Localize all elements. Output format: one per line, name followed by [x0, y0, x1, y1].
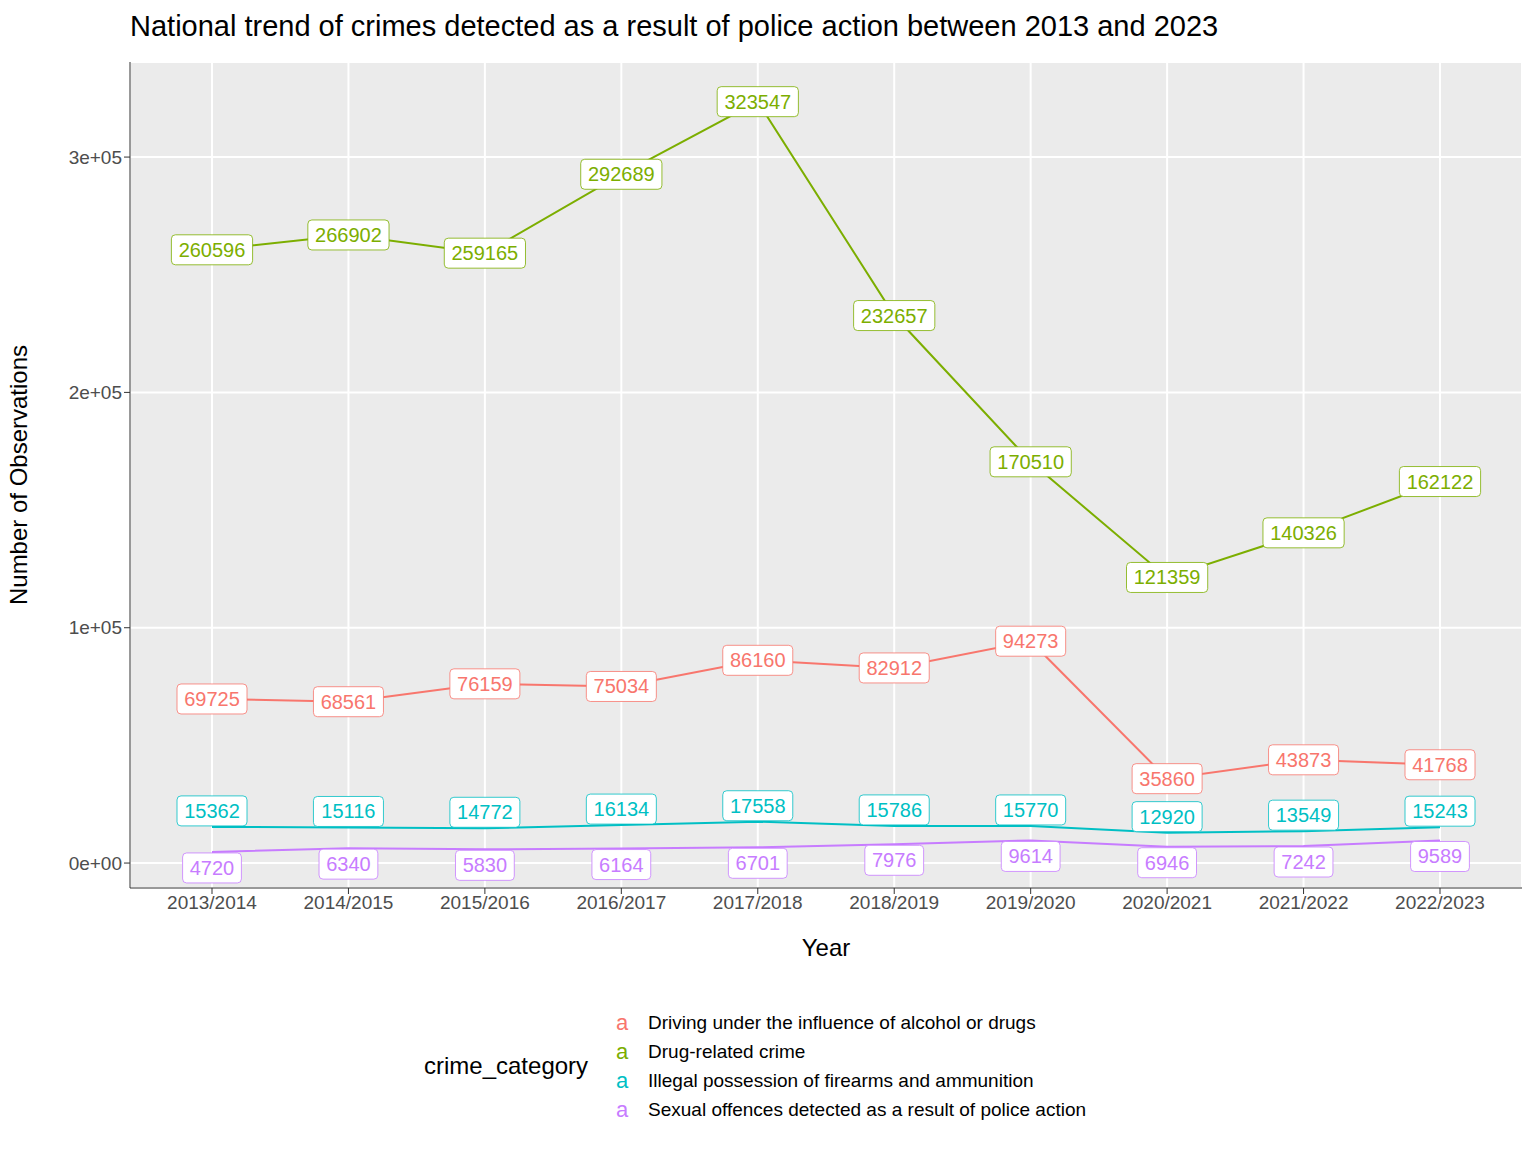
svg-text:a: a — [616, 1010, 629, 1035]
svg-text:7242: 7242 — [1281, 851, 1326, 873]
svg-text:2020/2021: 2020/2021 — [1122, 892, 1212, 913]
svg-text:14772: 14772 — [457, 801, 513, 823]
svg-text:259165: 259165 — [452, 242, 519, 264]
svg-text:68561: 68561 — [321, 691, 377, 713]
html-text:Sexual offences detected as a: Sexual offences detected as a result of … — [648, 1098, 1086, 1120]
svg-text:2017/2018: 2017/2018 — [713, 892, 803, 913]
svg-text:2013/2014: 2013/2014 — [167, 892, 257, 913]
svg-text:2018/2019: 2018/2019 — [849, 892, 939, 913]
svg-text:35860: 35860 — [1139, 768, 1195, 790]
svg-text:a: a — [616, 1068, 629, 1093]
svg-text:4720: 4720 — [190, 857, 235, 879]
svg-text:121359: 121359 — [1134, 566, 1201, 588]
html-text:crime_category: crime_category — [424, 1052, 589, 1079]
svg-text:9589: 9589 — [1418, 845, 1463, 867]
svg-text:170510: 170510 — [997, 451, 1064, 473]
svg-text:16134: 16134 — [594, 798, 650, 820]
svg-text:13549: 13549 — [1276, 804, 1332, 826]
svg-text:15770: 15770 — [1003, 799, 1059, 821]
svg-text:323547: 323547 — [724, 91, 791, 113]
svg-text:75034: 75034 — [594, 675, 650, 697]
html-text:National trend of crimes detec: National trend of crimes detected as a r… — [130, 10, 1219, 42]
svg-text:17558: 17558 — [730, 795, 786, 817]
svg-text:260596: 260596 — [179, 239, 246, 261]
svg-text:2022/2023: 2022/2023 — [1395, 892, 1485, 913]
svg-text:43873: 43873 — [1276, 749, 1332, 771]
svg-text:a: a — [616, 1039, 629, 1064]
svg-text:94273: 94273 — [1003, 630, 1059, 652]
svg-text:1e+05: 1e+05 — [69, 617, 122, 638]
svg-text:69725: 69725 — [184, 688, 240, 710]
svg-text:2021/2022: 2021/2022 — [1259, 892, 1349, 913]
svg-text:140326: 140326 — [1270, 522, 1337, 544]
svg-text:9614: 9614 — [1008, 845, 1053, 867]
svg-text:86160: 86160 — [730, 649, 786, 671]
svg-text:2015/2016: 2015/2016 — [440, 892, 530, 913]
svg-text:5830: 5830 — [463, 854, 508, 876]
svg-text:12920: 12920 — [1139, 806, 1195, 828]
svg-text:Number of Observations: Number of Observations — [8, 345, 32, 605]
svg-text:0e+00: 0e+00 — [69, 853, 122, 874]
svg-text:7976: 7976 — [872, 849, 917, 871]
html-text:Driving under the influence of: Driving under the influence of alcohol o… — [648, 1011, 1036, 1033]
svg-text:Year: Year — [802, 934, 851, 961]
svg-text:6701: 6701 — [736, 852, 781, 874]
svg-text:a: a — [616, 1097, 629, 1122]
svg-text:232657: 232657 — [861, 305, 928, 327]
svg-text:162122: 162122 — [1407, 471, 1474, 493]
svg-text:15362: 15362 — [184, 800, 240, 822]
svg-text:292689: 292689 — [588, 163, 655, 185]
svg-text:2014/2015: 2014/2015 — [304, 892, 394, 913]
svg-text:2e+05: 2e+05 — [69, 382, 122, 403]
svg-text:82912: 82912 — [866, 657, 922, 679]
svg-text:6946: 6946 — [1145, 852, 1190, 874]
svg-text:2019/2020: 2019/2020 — [986, 892, 1076, 913]
svg-text:6340: 6340 — [326, 853, 371, 875]
svg-text:76159: 76159 — [457, 673, 513, 695]
svg-text:41768: 41768 — [1412, 754, 1468, 776]
svg-text:2016/2017: 2016/2017 — [576, 892, 666, 913]
svg-text:266902: 266902 — [315, 224, 382, 246]
svg-text:3e+05: 3e+05 — [69, 147, 122, 168]
svg-text:15116: 15116 — [321, 800, 375, 822]
svg-text:6164: 6164 — [599, 854, 644, 876]
svg-text:15786: 15786 — [866, 799, 922, 821]
svg-text:15243: 15243 — [1412, 800, 1468, 822]
html-text:Illegal possession of firearms: Illegal possession of firearms and ammun… — [648, 1069, 1034, 1091]
html-text:Drug-related crime: Drug-related crime — [648, 1040, 806, 1062]
